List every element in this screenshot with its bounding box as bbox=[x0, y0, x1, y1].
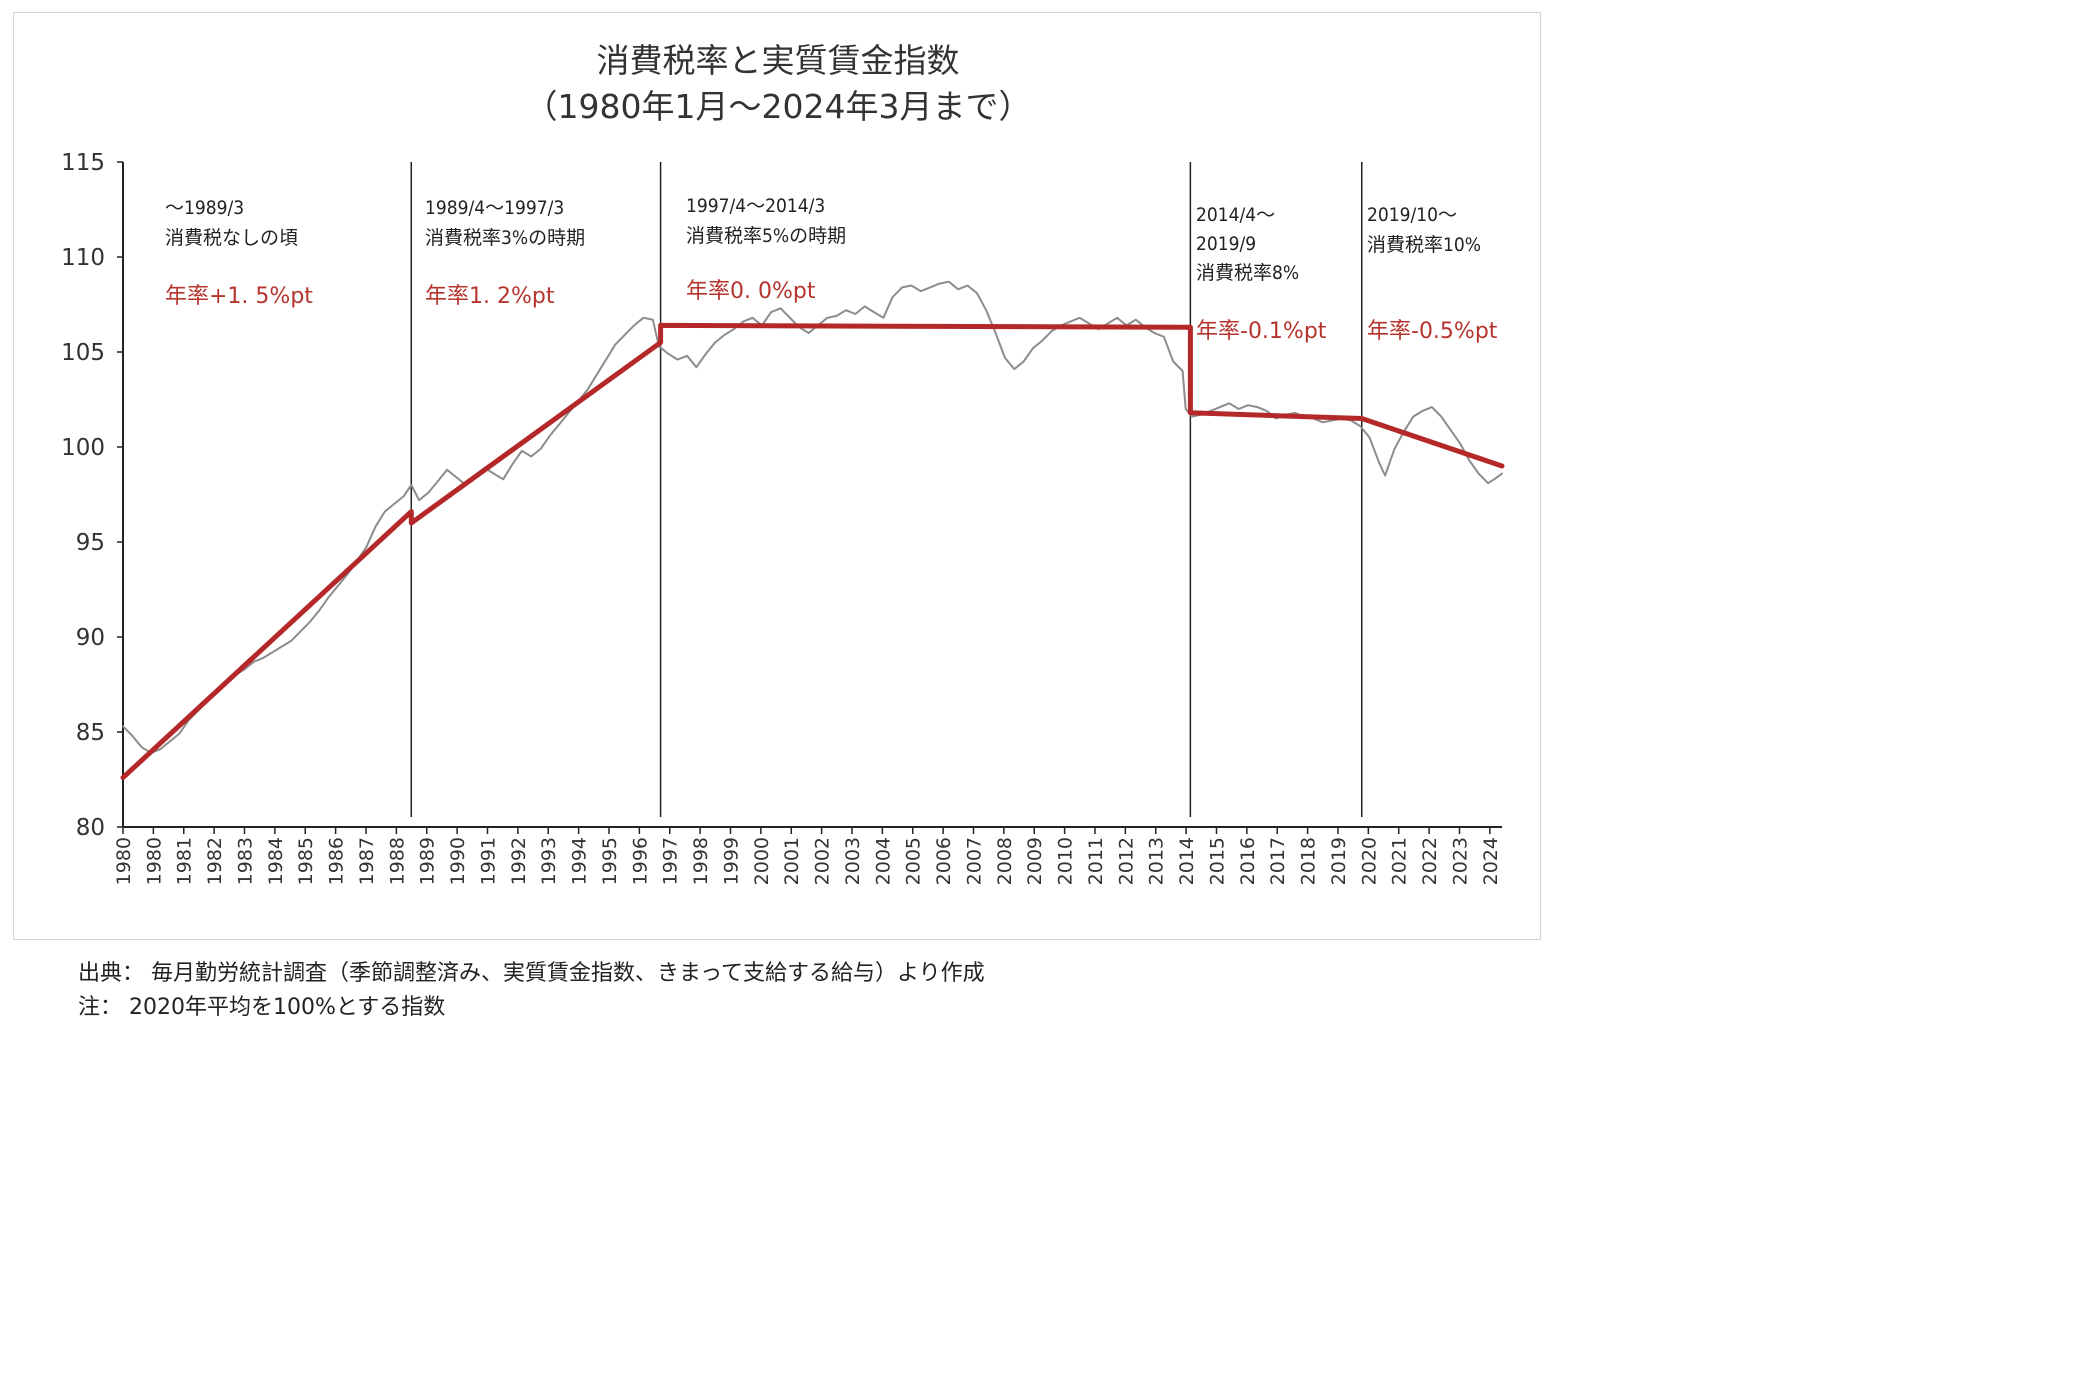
x-tick-label: 1987 bbox=[356, 837, 378, 885]
x-tick-label: 2013 bbox=[1146, 837, 1168, 885]
trend-line bbox=[120, 322, 1505, 781]
x-tick-label: 1984 bbox=[265, 837, 287, 885]
series-group bbox=[120, 280, 1505, 781]
x-tick-label: 2005 bbox=[903, 837, 925, 885]
x-tick-label: 2002 bbox=[812, 837, 834, 885]
x-tick-label: 2008 bbox=[994, 837, 1016, 885]
x-tick-label: 1980 bbox=[143, 837, 165, 885]
y-tick-label: 100 bbox=[61, 435, 105, 461]
period-dividers bbox=[410, 162, 1363, 817]
x-tick-label: 1994 bbox=[569, 837, 591, 885]
x-tick-label: 1989 bbox=[417, 837, 439, 885]
x-tick-label: 1999 bbox=[720, 837, 742, 885]
x-tick-label: 1992 bbox=[508, 837, 530, 885]
chart-subtitle: （1980年1月～2024年3月まで） bbox=[525, 87, 1032, 126]
y-tick-label: 80 bbox=[76, 815, 105, 841]
x-tick-label: 2016 bbox=[1237, 837, 1259, 885]
x-tick-label: 1986 bbox=[326, 837, 348, 885]
chart: 消費税率と実質賃金指数 （1980年1月～2024年3月まで） 80 85 90 95… bbox=[61, 41, 1505, 885]
x-tick-label: 2017 bbox=[1267, 837, 1289, 885]
x-tick-label: 1980 bbox=[113, 837, 135, 885]
x-tick-label: 1981 bbox=[174, 837, 196, 885]
period-label: 消費税率10% bbox=[1367, 234, 1481, 256]
y-tick-label: 90 bbox=[76, 625, 105, 651]
x-tick-label: 2023 bbox=[1449, 837, 1471, 885]
source-note: 出典： 毎月勤労統計調査（季節調整済み、実質賃金指数、きまって支給する給与）より… bbox=[78, 961, 985, 986]
x-tick-label: 2012 bbox=[1115, 837, 1137, 885]
x-tick-label: 2019 bbox=[1328, 837, 1350, 885]
x-tick-label: 2020 bbox=[1358, 837, 1380, 885]
period-label: 2019/9 bbox=[1196, 233, 1256, 255]
period-label: 消費税率5%の時期 bbox=[686, 225, 846, 247]
x-tick-label: 2003 bbox=[842, 837, 864, 885]
x-tick-label: 1998 bbox=[690, 837, 712, 885]
period-rate: 年率0. 0%pt bbox=[686, 279, 816, 304]
period-rate: 年率1. 2%pt bbox=[425, 284, 555, 309]
x-tick-label: 1997 bbox=[660, 837, 682, 885]
y-tick-label: 115 bbox=[61, 150, 105, 176]
x-tick-label: 2015 bbox=[1206, 837, 1228, 885]
period-label: 1989/4～1997/3 bbox=[425, 197, 564, 219]
x-tick-label: 1991 bbox=[477, 837, 499, 885]
x-tick-label: 1993 bbox=[538, 837, 560, 885]
period-label: 消費税率3%の時期 bbox=[425, 227, 585, 249]
period-label: 消費税率8% bbox=[1196, 262, 1299, 284]
x-tick-label: 2021 bbox=[1389, 837, 1411, 885]
x-tick-label: 2006 bbox=[933, 837, 955, 885]
period-label: ～1989/3 bbox=[165, 197, 244, 219]
axes: 80 85 90 95 100 105 110 115 1980 1980 1981 1982 1983… bbox=[61, 150, 1502, 885]
period-rate: 年率+1. 5%pt bbox=[165, 284, 313, 309]
x-tick-label: 2009 bbox=[1024, 837, 1046, 885]
x-tick-label: 2010 bbox=[1055, 837, 1077, 885]
period-label: 2014/4～ bbox=[1196, 204, 1275, 226]
index-note: 注： 2020年平均を100%とする指数 bbox=[78, 995, 446, 1020]
period-label: 消費税なしの頃 bbox=[165, 227, 298, 249]
period-label: 1997/4～2014/3 bbox=[686, 195, 825, 217]
period-rate: 年率-0.5%pt bbox=[1367, 319, 1498, 344]
x-tick-label: 2011 bbox=[1085, 837, 1107, 885]
period-label: 2019/10～ bbox=[1367, 204, 1457, 226]
x-tick-label: 1985 bbox=[295, 837, 317, 885]
x-tick-label: 1988 bbox=[386, 837, 408, 885]
y-tick-label: 95 bbox=[76, 530, 105, 556]
y-tick-label: 85 bbox=[76, 720, 105, 746]
x-tick-label: 2001 bbox=[781, 837, 803, 885]
x-tick-label: 2000 bbox=[751, 837, 773, 885]
x-tick-label: 2014 bbox=[1176, 837, 1198, 885]
footnotes: 出典： 毎月勤労統計調査（季節調整済み、実質賃金指数、きまって支給する給与）より… bbox=[78, 957, 985, 1025]
x-tick-label: 2018 bbox=[1298, 837, 1320, 885]
x-tick-label: 1996 bbox=[629, 837, 651, 885]
x-tick-label: 1990 bbox=[447, 837, 469, 885]
x-tick-label: 2024 bbox=[1480, 837, 1502, 885]
x-tick-label: 2007 bbox=[963, 837, 985, 885]
chart-frame bbox=[13, 12, 1541, 940]
y-tick-label: 105 bbox=[61, 340, 105, 366]
x-tick-label: 2004 bbox=[872, 837, 894, 885]
x-tick-label: 1982 bbox=[204, 837, 226, 885]
period-rate: 年率-0.1%pt bbox=[1196, 319, 1327, 344]
x-tick-label: 1995 bbox=[599, 837, 621, 885]
chart-title: 消費税率と実質賃金指数 bbox=[597, 41, 960, 80]
y-tick-label: 110 bbox=[61, 245, 105, 271]
real-wage-index-line bbox=[122, 280, 1503, 754]
x-tick-label: 1983 bbox=[234, 837, 256, 885]
x-tick-label: 2022 bbox=[1419, 837, 1441, 885]
